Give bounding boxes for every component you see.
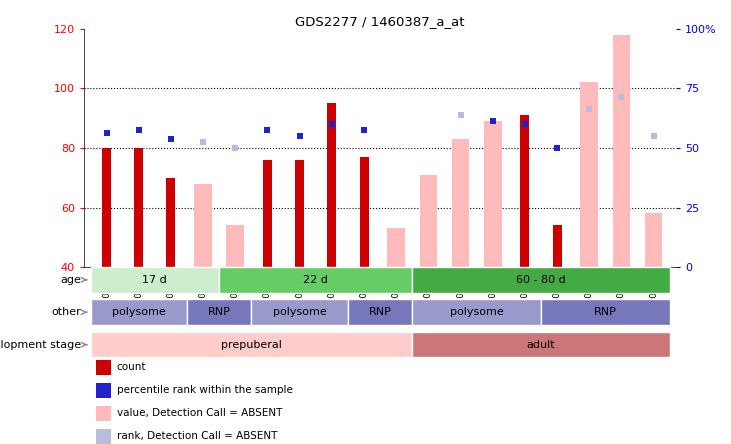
Title: GDS2277 / 1460387_a_at: GDS2277 / 1460387_a_at — [295, 15, 465, 28]
Bar — [91, 299, 187, 325]
Text: 60 - 80 d: 60 - 80 d — [516, 275, 566, 285]
Bar — [263, 160, 272, 267]
Bar — [387, 228, 405, 267]
Bar — [102, 148, 111, 267]
Text: rank, Detection Call = ABSENT: rank, Detection Call = ABSENT — [117, 431, 277, 441]
Text: development stage: development stage — [0, 340, 86, 349]
Bar — [520, 115, 529, 267]
Bar — [452, 139, 469, 267]
Text: polysome: polysome — [112, 307, 166, 317]
Bar — [194, 184, 212, 267]
Bar — [553, 226, 561, 267]
Bar — [412, 299, 541, 325]
Bar — [412, 332, 670, 357]
Text: polysome: polysome — [450, 307, 504, 317]
Text: adult: adult — [527, 340, 556, 349]
Text: RNP: RNP — [594, 307, 617, 317]
Bar — [96, 383, 110, 398]
Bar — [219, 267, 412, 293]
Bar — [96, 360, 110, 375]
Bar — [580, 83, 598, 267]
Bar — [412, 267, 670, 293]
Text: 17 d: 17 d — [143, 275, 167, 285]
Bar — [327, 103, 336, 267]
Text: prepuberal: prepuberal — [221, 340, 282, 349]
Bar — [420, 175, 437, 267]
Bar — [613, 35, 630, 267]
Bar — [227, 226, 244, 267]
Text: value, Detection Call = ABSENT: value, Detection Call = ABSENT — [117, 408, 282, 418]
Text: RNP: RNP — [368, 307, 392, 317]
Text: 22 d: 22 d — [303, 275, 328, 285]
Bar — [91, 332, 412, 357]
Text: polysome: polysome — [273, 307, 327, 317]
Bar — [348, 299, 412, 325]
Bar — [96, 429, 110, 444]
Bar — [96, 406, 110, 420]
Bar — [167, 178, 175, 267]
Bar — [251, 299, 348, 325]
Bar — [91, 267, 219, 293]
Bar — [541, 299, 670, 325]
Text: RNP: RNP — [208, 307, 231, 317]
Bar — [187, 299, 251, 325]
Bar — [645, 214, 662, 267]
Bar — [135, 148, 143, 267]
Bar — [295, 160, 304, 267]
Text: other: other — [51, 307, 86, 317]
Bar — [360, 157, 368, 267]
Text: age: age — [60, 275, 86, 285]
Text: count: count — [117, 362, 146, 372]
Bar — [484, 121, 501, 267]
Text: percentile rank within the sample: percentile rank within the sample — [117, 385, 292, 395]
